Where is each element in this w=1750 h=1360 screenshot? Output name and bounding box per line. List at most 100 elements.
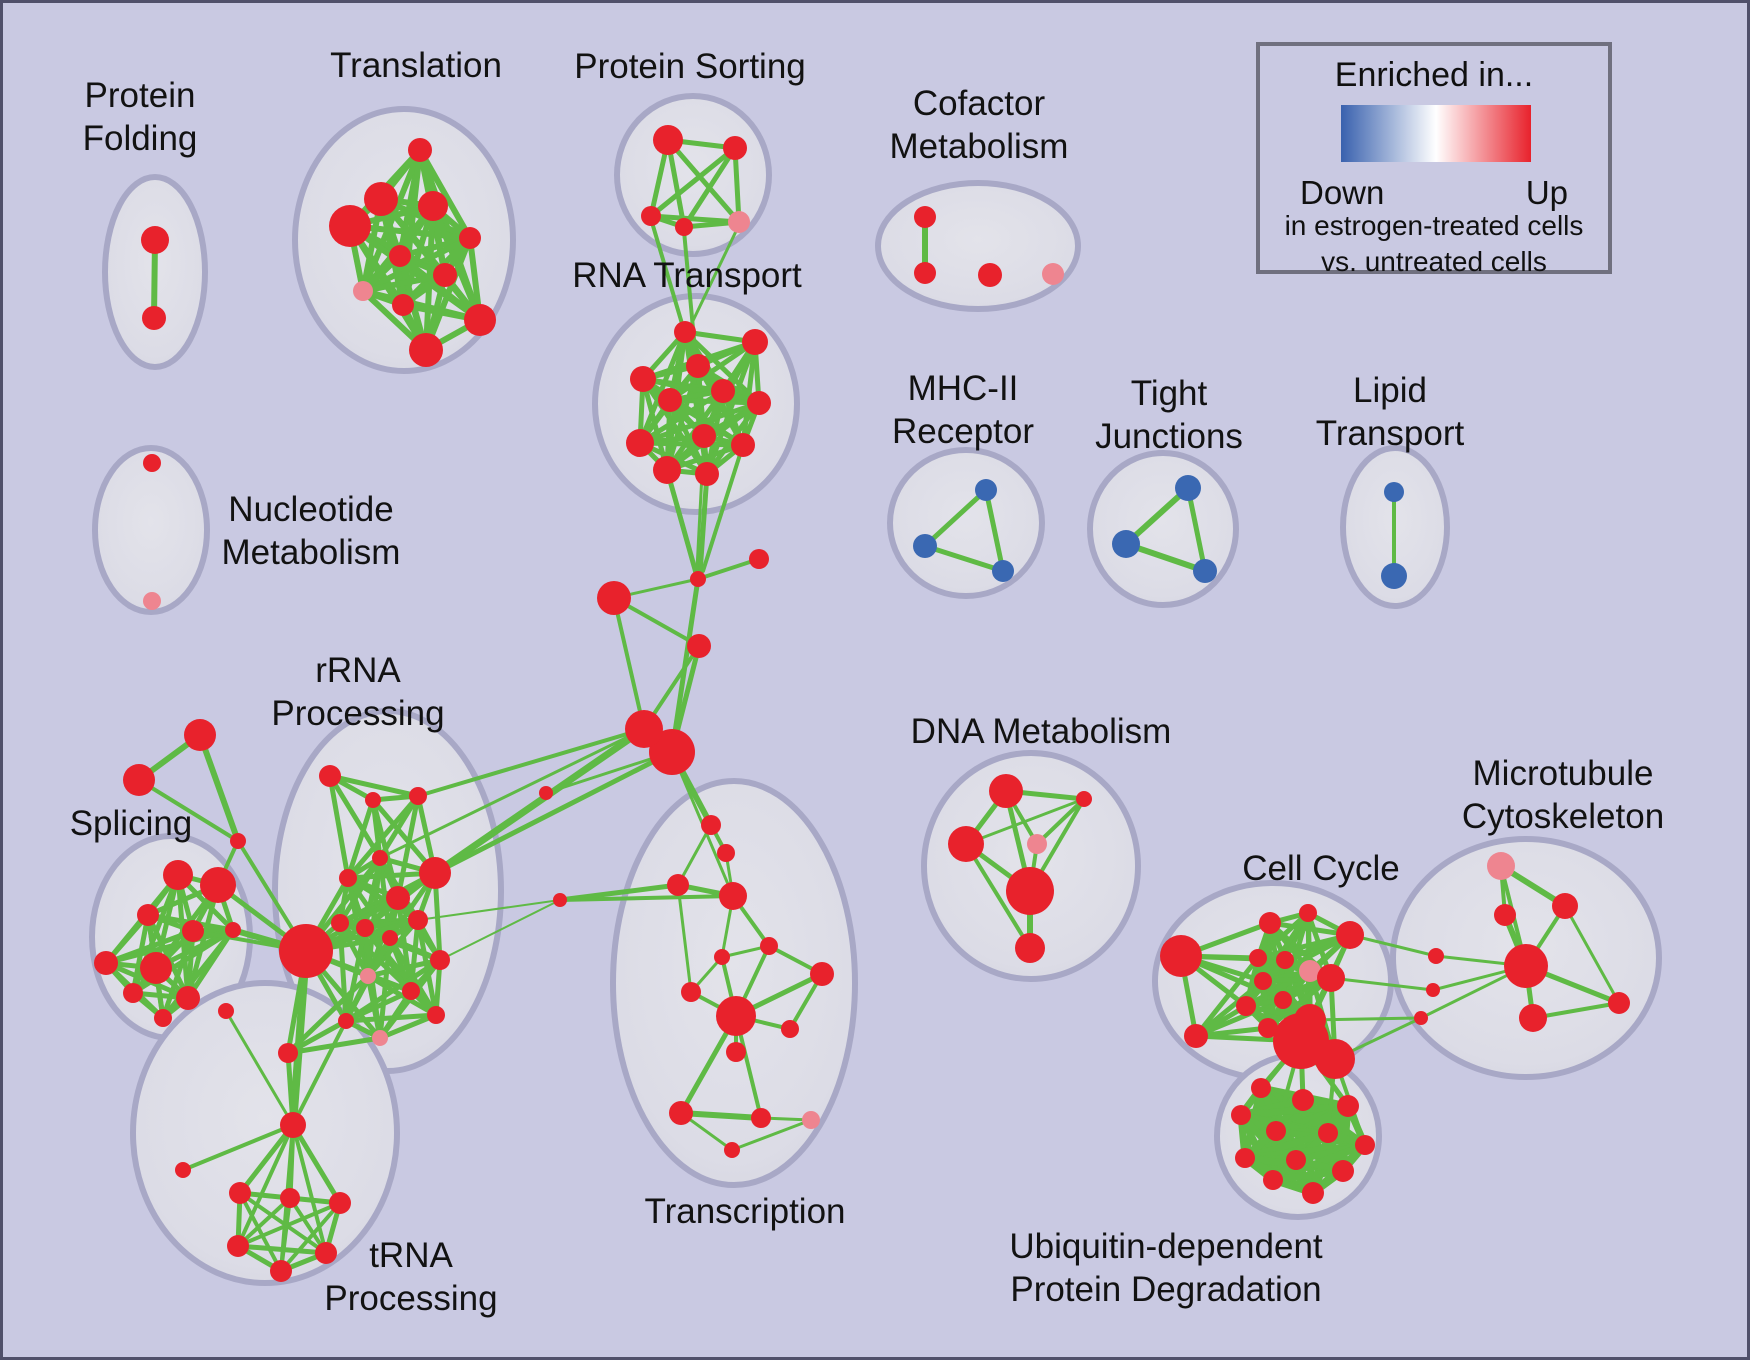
gene-set-node (1276, 951, 1294, 969)
gene-set-node (539, 786, 553, 800)
gene-set-node (1381, 563, 1407, 589)
cluster-label-microtubule-cytoskeleton: Microtubule (1473, 754, 1654, 793)
gene-set-node (1292, 1089, 1314, 1111)
gene-set-node (1487, 852, 1515, 880)
gene-set-node (1384, 482, 1404, 502)
gene-set-node (992, 560, 1014, 582)
gene-set-node (781, 1020, 799, 1038)
gene-set-node (1332, 1160, 1354, 1182)
edge (667, 339, 758, 403)
gene-set-node (687, 634, 711, 658)
gene-set-node (723, 136, 747, 160)
cluster-label-protein-folding: Folding (83, 119, 198, 158)
edge (395, 793, 421, 901)
gene-set-node (701, 815, 721, 835)
gene-set-node (1235, 1148, 1255, 1168)
edge (922, 543, 1006, 574)
gene-set-node (1273, 1013, 1329, 1069)
gene-set-node (1254, 972, 1272, 990)
edge (922, 487, 989, 549)
gene-set-node (408, 138, 432, 162)
gene-set-node (1112, 530, 1140, 558)
gene-set-node (1428, 948, 1444, 964)
edge (236, 1201, 342, 1248)
gene-set-node (1274, 991, 1292, 1009)
edge (343, 1012, 439, 1024)
edge (676, 883, 693, 994)
gene-set-node (716, 996, 756, 1036)
gene-set-node (1184, 1024, 1208, 1048)
edge (236, 1196, 292, 1248)
edge (740, 339, 758, 448)
cluster-ellipse-cofactor-metabolism (875, 180, 1081, 312)
gene-set-node (339, 869, 357, 887)
edge (557, 882, 681, 903)
edge (732, 145, 742, 225)
gene-set-node (427, 1006, 445, 1024)
gene-set-node (315, 1242, 337, 1264)
gene-set-node (686, 354, 710, 378)
edge (1531, 1001, 1621, 1020)
gene-set-node (409, 787, 427, 805)
edge (337, 920, 371, 979)
edge (678, 1110, 764, 1121)
cluster-label-rna-transport: RNA Transport (572, 256, 802, 295)
gene-set-node (372, 850, 388, 866)
legend-down-up-row: Down Up (1260, 174, 1608, 212)
gene-set-node (1266, 1121, 1286, 1141)
gene-set-node (653, 125, 683, 155)
gene-set-node (1258, 1018, 1278, 1038)
gene-set-node (649, 729, 695, 775)
edge (648, 145, 738, 219)
gene-set-node (948, 826, 984, 862)
edge (681, 145, 738, 230)
gene-set-node (331, 914, 349, 932)
edge (377, 1012, 439, 1041)
cluster-label-ubiquitin-degradation: Ubiquitin-dependent (1009, 1227, 1323, 1266)
cluster-ellipse-nucleotide-metabolism (92, 445, 210, 615)
edge (637, 400, 762, 446)
edge (695, 434, 706, 571)
gene-set-node (319, 765, 341, 787)
edge (432, 749, 675, 876)
edge (1193, 955, 1261, 1039)
gene-set-node (1608, 992, 1630, 1014)
gene-set-node (626, 429, 654, 457)
gene-set-node (1249, 949, 1267, 967)
legend-gradient-bar (1341, 105, 1531, 162)
gene-set-node (714, 949, 730, 965)
gene-set-node (625, 710, 663, 748)
edge (439, 899, 561, 961)
gene-set-node (137, 904, 159, 926)
gene-set-node (200, 867, 236, 903)
edge (1185, 485, 1208, 574)
gene-set-node (653, 456, 681, 484)
gene-set-node (1315, 1039, 1355, 1079)
edge (416, 727, 646, 798)
cluster-label-translation: Translation (330, 46, 502, 85)
gene-set-node (1015, 933, 1045, 963)
edge (1563, 904, 1621, 1005)
cluster-label-nucleotide-metabolism: Metabolism (222, 533, 401, 572)
gene-set-node (353, 281, 373, 301)
cluster-ellipse-mhc-ii-receptor (887, 447, 1045, 599)
gene-set-node (711, 379, 735, 403)
edge (964, 842, 1032, 950)
gene-set-node (227, 1235, 249, 1257)
gene-set-node (364, 182, 398, 216)
gene-set-node (690, 571, 706, 587)
gene-set-node (389, 245, 411, 267)
legend-subtitle-line2: vs. untreated cells (1321, 246, 1547, 277)
edge (676, 823, 713, 887)
edge (665, 137, 742, 225)
edge (1348, 933, 1438, 958)
gene-set-node (1042, 263, 1064, 285)
gene-set-node (751, 1108, 771, 1128)
edge (730, 1118, 813, 1152)
cluster-ellipse-dna-metabolism (921, 750, 1141, 982)
edge (649, 217, 685, 329)
cluster-labels-layer: Protein Folding Translation Protein Sorting… (70, 46, 1664, 1318)
edge (291, 1019, 348, 1127)
gene-set-node (123, 764, 155, 796)
